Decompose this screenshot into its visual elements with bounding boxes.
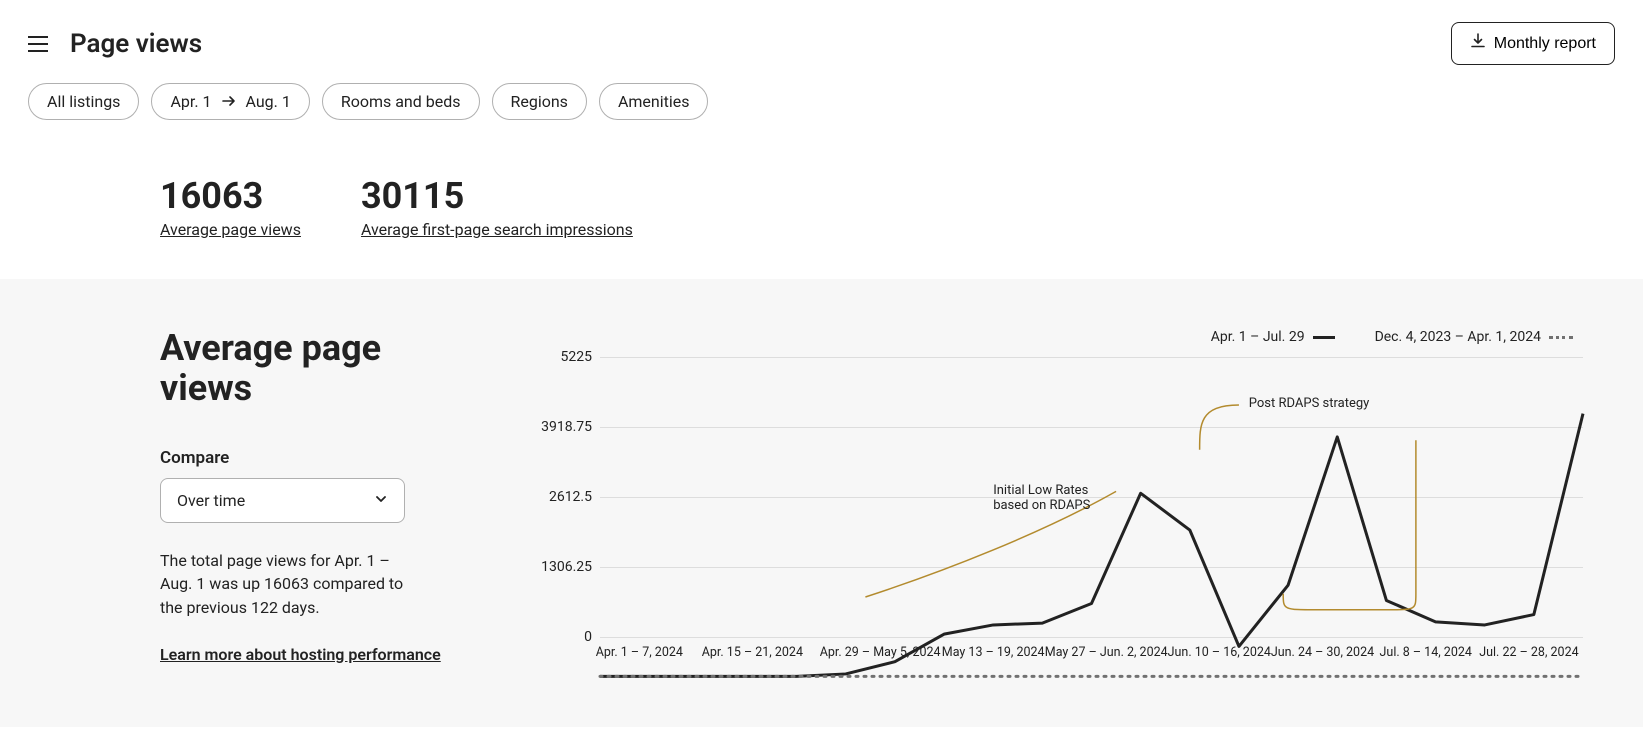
legend-dotted-icon (1549, 336, 1573, 339)
monthly-report-label: Monthly report (1494, 35, 1596, 53)
chart-y-label: 1306.25 (530, 559, 592, 575)
menu-icon[interactable] (28, 36, 48, 52)
legend-current-label: Apr. 1 – Jul. 29 (1211, 329, 1305, 345)
filter-bar: All listings Apr. 1 Aug. 1 Rooms and beds Re… (0, 75, 1643, 138)
filter-chip-label: Amenities (618, 92, 690, 111)
legend-previous-label: Dec. 4, 2023 – Apr. 1, 2024 (1375, 329, 1541, 345)
chart-sidebar: Average page views Compare Over time The… (160, 329, 480, 666)
compare-select[interactable]: Over time (160, 478, 405, 523)
download-icon (1470, 33, 1486, 54)
filter-chip[interactable]: Amenities (599, 83, 709, 120)
metric-label[interactable]: Average page views (160, 220, 301, 239)
legend-previous[interactable]: Dec. 4, 2023 – Apr. 1, 2024 (1375, 329, 1573, 345)
arrow-right-icon (222, 92, 236, 111)
learn-more-link[interactable]: Learn more about hosting performance (160, 643, 441, 666)
chart-y-label: 5225 (530, 349, 592, 365)
compare-label: Compare (160, 448, 480, 468)
monthly-report-button[interactable]: Monthly report (1451, 22, 1615, 65)
filter-range-to: Aug. 1 (246, 92, 291, 111)
chart-legend: Apr. 1 – Jul. 29 Dec. 4, 2023 – Apr. 1, … (530, 329, 1583, 345)
filter-chip[interactable]: Apr. 1 Aug. 1 (151, 83, 309, 120)
legend-current[interactable]: Apr. 1 – Jul. 29 (1211, 329, 1335, 345)
filter-chip-label: All listings (47, 92, 120, 111)
metric-value: 16063 (160, 178, 301, 214)
metric-value: 30115 (361, 178, 633, 214)
chart-y-label: 3918.75 (530, 419, 592, 435)
chart-summary: The total page views for Apr. 1 – Aug. 1… (160, 549, 410, 619)
metrics-row: 16063 Average page views 30115 Average firs… (0, 138, 1643, 279)
chart-section: Average page views Compare Over time The… (0, 279, 1643, 727)
chart-annotation: Post RDAPS strategy (1249, 396, 1370, 411)
annotation-curve (1200, 405, 1239, 450)
metric-label[interactable]: Average first-page search impressions (361, 220, 633, 239)
chart-svg (600, 357, 1583, 677)
filter-chip[interactable]: Rooms and beds (322, 83, 480, 120)
chart-annotation: Initial Low Ratesbased on RDAPS (993, 483, 1090, 513)
filter-chip[interactable]: All listings (28, 83, 139, 120)
compare-selected-value: Over time (177, 491, 245, 510)
chart-line-current (600, 414, 1583, 677)
chart-y-label: 2612.5 (530, 489, 592, 505)
chart-canvas: 01306.252612.53918.755225Apr. 1 – 7, 202… (530, 357, 1583, 677)
topbar: Page views Monthly report (0, 0, 1643, 75)
topbar-left: Page views (28, 29, 202, 59)
metric: 16063 Average page views (160, 178, 301, 239)
chart-area: Apr. 1 – Jul. 29 Dec. 4, 2023 – Apr. 1, … (530, 329, 1583, 677)
page-title: Page views (70, 29, 202, 59)
chart-title: Average page views (160, 329, 480, 408)
annotation-curve (1283, 440, 1416, 610)
chevron-down-icon (374, 491, 388, 510)
metric: 30115 Average first-page search impressio… (361, 178, 633, 239)
filter-chip-label: Regions (511, 92, 568, 111)
filter-range-from: Apr. 1 (170, 92, 211, 111)
filter-chip-label: Rooms and beds (341, 92, 461, 111)
chart-y-label: 0 (530, 629, 592, 645)
legend-solid-icon (1313, 336, 1335, 339)
filter-chip[interactable]: Regions (492, 83, 587, 120)
